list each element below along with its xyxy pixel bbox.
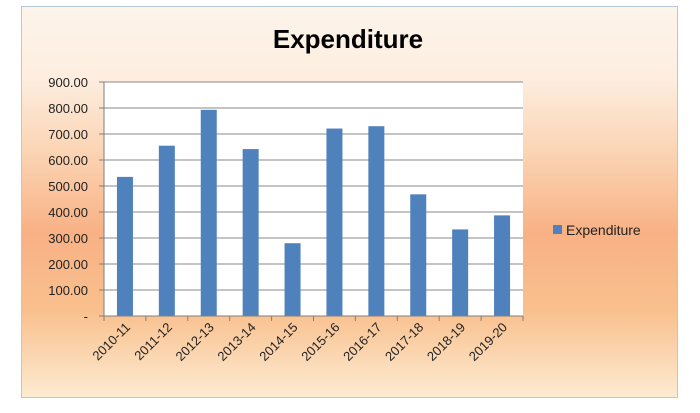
x-tick-label: 2012-13 [173,320,217,364]
x-tick-label: 2014-15 [256,320,300,364]
bar-2017-18 [410,194,427,316]
y-tick-label: 500.00 [48,179,88,194]
bar-2010-11 [116,176,133,316]
y-tick-label: 300.00 [48,231,88,246]
bars [116,109,511,316]
x-tick-label: 2017-18 [382,320,426,364]
y-tick-label: - [84,309,88,324]
legend: Expenditure [553,222,641,238]
y-tick-label: 800.00 [48,101,88,116]
legend-swatch [553,225,562,234]
bar-2013-14 [242,149,259,316]
bar-2015-16 [326,128,343,316]
x-axis-ticks: 2010-112011-122012-132013-142014-152015-… [89,316,524,364]
bar-2016-17 [368,126,385,316]
y-axis-ticks: - 100.00 200.00 300.00 400.00 500.00 600.00 700… [48,75,104,324]
x-tick-label: 2011-12 [131,320,175,364]
x-tick-label: 2013-14 [214,320,258,364]
y-tick-label: 600.00 [48,153,88,168]
bar-2014-15 [284,243,301,316]
x-tick-label: 2019-20 [466,320,510,364]
x-tick-label: 2016-17 [340,320,384,364]
legend-label: Expenditure [566,222,641,238]
y-tick-label: 900.00 [48,75,88,90]
chart-title: Expenditure [273,24,423,54]
bar-2019-20 [494,215,511,316]
bar-2018-19 [452,229,469,316]
y-tick-label: 100.00 [48,283,88,298]
x-tick-label: 2018-19 [424,320,468,364]
bar-2012-13 [200,109,217,316]
y-tick-label: 200.00 [48,257,88,272]
x-tick-label: 2015-16 [298,320,342,364]
x-tick-label: 2010-11 [89,320,133,364]
y-tick-label: 400.00 [48,205,88,220]
y-tick-label: 700.00 [48,127,88,142]
bar-2011-12 [158,145,175,316]
